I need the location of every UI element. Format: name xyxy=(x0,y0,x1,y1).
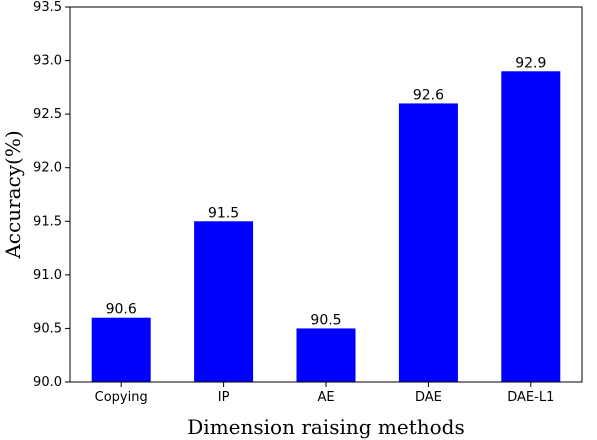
data-label: 92.9 xyxy=(515,55,546,71)
y-tick-label: 92.0 xyxy=(33,161,62,176)
bar-dae-l1 xyxy=(501,71,561,383)
bars xyxy=(91,71,561,383)
x-tick-label: IP xyxy=(218,390,230,405)
data-label: 90.6 xyxy=(106,302,137,318)
x-axis-title: Dimension raising methods xyxy=(187,415,464,439)
axis-ticks: Copying IP AE DAE DAE-L1 90.0 90.5 91.0 91.5 92.0… xyxy=(33,0,554,405)
y-tick-label: 93.0 xyxy=(33,54,62,69)
bar-dae xyxy=(398,103,458,382)
x-tick-label: AE xyxy=(317,390,334,405)
data-label: 91.5 xyxy=(208,205,239,221)
plot-frame xyxy=(69,6,583,383)
y-tick-label: 91.0 xyxy=(33,268,62,283)
bar-ip xyxy=(194,221,254,382)
y-tick-label: 92.5 xyxy=(33,107,62,122)
x-tick-label: DAE xyxy=(415,390,442,405)
bar-ae xyxy=(296,328,356,382)
y-tick-label: 90.5 xyxy=(33,321,62,336)
x-tick-label: DAE-L1 xyxy=(507,390,554,405)
data-labels: 90.6 91.5 90.5 92.6 92.9 xyxy=(106,55,547,328)
x-tick-label: Copying xyxy=(95,390,148,405)
y-tick-label: 93.5 xyxy=(33,0,62,15)
y-tick-label: 91.5 xyxy=(33,214,62,229)
data-label: 90.5 xyxy=(310,312,341,328)
data-label: 92.6 xyxy=(413,87,444,103)
y-axis-title: Accuracy(%) xyxy=(1,130,25,259)
y-tick-label: 90.0 xyxy=(33,375,62,390)
bar-copying xyxy=(91,317,151,382)
